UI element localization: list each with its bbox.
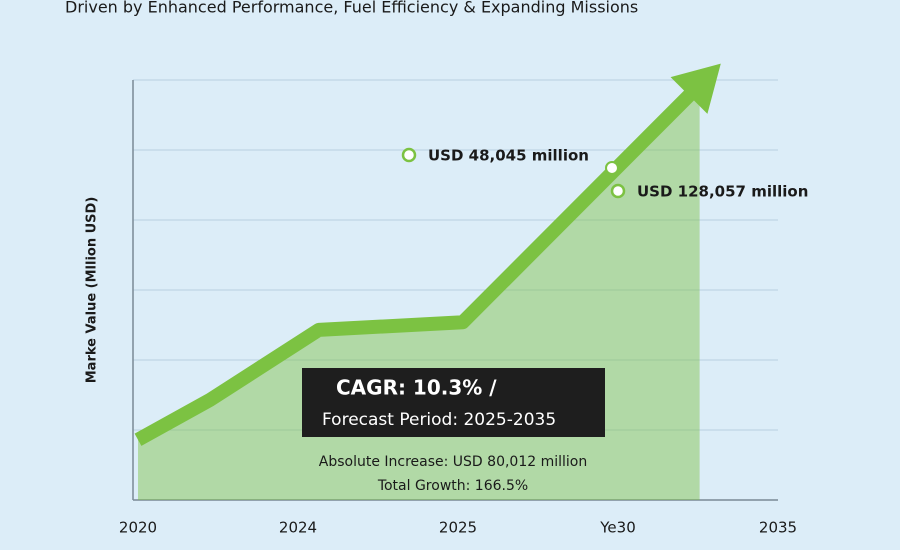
y-axis-label: Marke Value (Mllion USD) [85, 197, 100, 384]
x-tick-label: 2025 [439, 519, 477, 537]
line [134, 79, 705, 446]
annotation-marker [605, 161, 619, 175]
x-tick-label: 2020 [119, 519, 157, 537]
annotation-marker [610, 183, 626, 199]
annotation-marker [401, 147, 417, 163]
x-tick-label: 2035 [759, 519, 797, 537]
annotation: USD 128,057 million [637, 183, 808, 201]
annotation: Forecast Period: 2025-2035 [322, 410, 556, 430]
annotation: Total Growth: 166.5% [377, 478, 528, 494]
x-tick-label: 2024 [279, 519, 317, 537]
cagr-box [302, 368, 605, 437]
annotation: Absolute Increase: USD 80,012 million [319, 454, 588, 470]
annotation: USD 48,045 million [428, 147, 589, 165]
chart-subtitle: Driven by Enhanced Performance, Fuel Eff… [65, 0, 638, 17]
arrow-head [670, 63, 721, 114]
area [138, 84, 700, 501]
annotation: CAGR: 10.3% / [336, 376, 497, 400]
annotations: USD 48,045 million USD 128,057 million C… [302, 147, 808, 494]
x-tick-label: Ye30 [599, 519, 636, 537]
